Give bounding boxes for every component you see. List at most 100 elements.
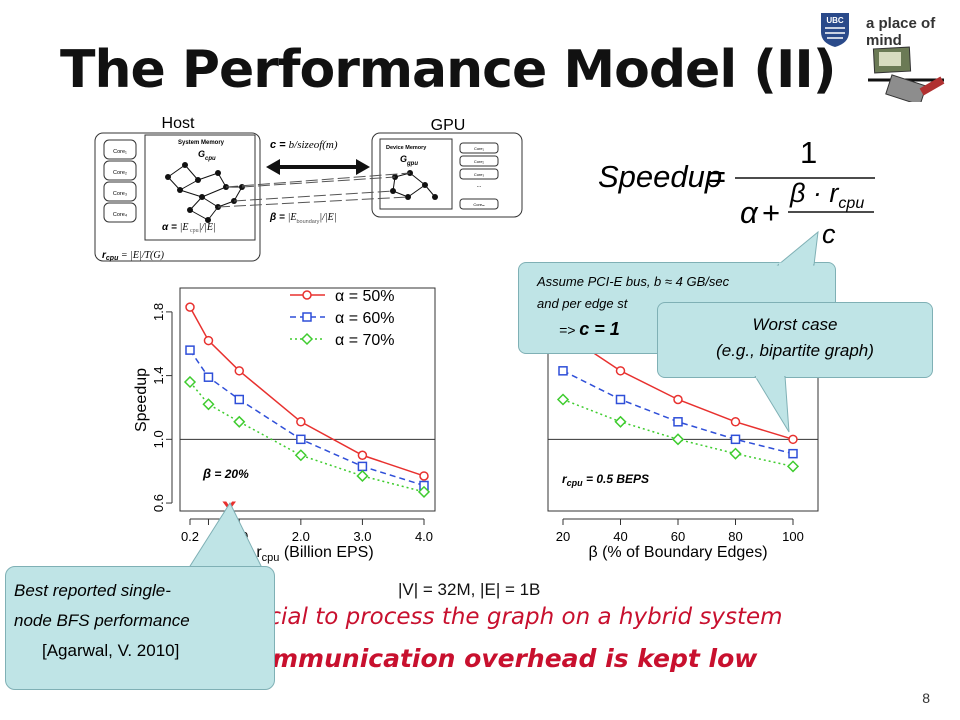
equation-alpha: α — [740, 195, 759, 230]
best-line-1: Best reported single- — [14, 581, 171, 600]
host-label: Host — [162, 115, 195, 132]
y-tick-label: 1.4 — [151, 367, 166, 385]
host-cores: Core₁ Core₂ Core₃ Core₄ — [103, 139, 137, 223]
c-formula: c = b/sizeof(m) — [270, 139, 338, 151]
callout-line-2: and per edge st — [537, 296, 628, 311]
plot-area — [180, 302, 435, 498]
data-point-s2-3 — [234, 394, 245, 405]
data-point-s3-2 — [614, 415, 627, 428]
gpu-label: GPU — [431, 117, 466, 134]
beta-formula: β = |Eboundary|/|E| — [269, 212, 337, 225]
equation-c: c — [822, 219, 836, 249]
x-tick-label: 3.0 — [353, 529, 371, 544]
data-point-s3-1 — [556, 393, 570, 406]
y-ticks: 0.6 1.0 1.4 1.8 — [151, 303, 173, 512]
legend-label-1: α = 50% — [335, 288, 395, 305]
equation-beta-r: β · rcpu — [789, 178, 864, 212]
data-point-s2-5 — [357, 461, 368, 472]
gpu-core-1: Core₁ — [474, 146, 485, 151]
beta-annotation: β = 20% — [202, 466, 249, 481]
data-point-s3-5 — [356, 469, 369, 483]
worst-case-pointer — [754, 376, 790, 433]
gpu-core-dots: ... — [476, 183, 481, 189]
equation-numerator: 1 — [800, 135, 817, 170]
data-point-s1-3 — [673, 394, 683, 405]
ubc-crest-icon: UBC — [821, 13, 849, 47]
y-axis-label: Speedup — [133, 368, 150, 432]
host-core-2: Core₂ — [113, 170, 127, 176]
legend: α = 50% α = 60% α = 70% — [290, 288, 395, 349]
x-axis-label: rcpu (Billion EPS) — [256, 544, 373, 564]
speedup-vs-rcpu-chart: Speedup rcpu (Billion EPS) 0.2 1.0 2.0 3.0 4… — [133, 287, 436, 564]
data-point-s2-2 — [615, 394, 626, 405]
data-point-s1-2 — [615, 366, 626, 376]
x-tick-label: 60 — [671, 529, 685, 544]
plot-frame — [179, 287, 436, 512]
data-point-s3-4 — [294, 449, 307, 462]
x-tick-label: 20 — [556, 529, 570, 544]
gpu-core-m: Coreₘ — [473, 202, 485, 207]
callout-line-1: Assume PCI-E bus, b ≈ 4 GB/sec — [537, 274, 730, 289]
speedup-equation: Speedup = 1 α + β · rcpu c — [598, 135, 875, 249]
data-point-s2-3 — [673, 417, 683, 427]
best-line-2: node BFS performance — [14, 611, 190, 630]
data-point-s1-3 — [234, 366, 245, 376]
data-point-s2-2 — [203, 372, 214, 382]
data-point-s3-3 — [671, 433, 685, 446]
x-ticks: 20 40 60 80 100 — [556, 518, 804, 544]
data-point-s1-5 — [357, 450, 368, 460]
data-point-s2-5 — [788, 448, 798, 459]
y-tick-label: 1.0 — [151, 430, 166, 448]
x-tick-label: 80 — [728, 529, 742, 544]
ubc-badge-text: UBC — [826, 16, 844, 25]
data-point-s3-2 — [202, 398, 215, 411]
data-point-s1-6 — [419, 471, 429, 481]
device-memory-label: Device Memory — [386, 145, 427, 151]
series-line-3 — [189, 381, 425, 493]
g-gpu-label: Ggpu — [400, 154, 418, 167]
data-point-s1-4 — [730, 417, 741, 427]
host-core-1: Core₁ — [113, 149, 127, 155]
x-tick-label: 2.0 — [292, 529, 310, 544]
rcpu-annotation: rcpu = 0.5 BEPS — [562, 472, 649, 488]
callout-line-3: => c = 1 — [559, 319, 620, 339]
architecture-diagram: Host Core₁ Core₂ Core₃ Core₄ System Memo… — [94, 115, 523, 262]
best-line-3: [Agarwal, V. 2010] — [42, 641, 180, 660]
cpu-chip-icon — [868, 46, 945, 102]
data-point-s2-1 — [558, 366, 568, 376]
worst-case-line-2: (e.g., bipartite graph) — [716, 341, 874, 360]
data-point-s2-1 — [185, 345, 195, 355]
equation-plus: + — [762, 195, 780, 230]
data-point-s3-1 — [183, 375, 197, 389]
x-tick-label: 100 — [782, 529, 804, 544]
conclusion-line-1: icial to process the graph on a hybrid s… — [262, 604, 783, 630]
x-tick-label: 40 — [613, 529, 627, 544]
worst-case-line-1: Worst case — [752, 315, 838, 334]
logo-tagline: a place of mind — [866, 15, 936, 49]
gpu-cores: Core₁ Core₂ Core₃ ... Coreₘ — [459, 142, 499, 210]
host-core-4: Core₄ — [113, 212, 128, 218]
worst-case-callout: Worst case (e.g., bipartite graph) — [657, 302, 933, 378]
best-reported-pointer — [184, 501, 266, 575]
callout-pointer — [776, 230, 819, 266]
series-line-1 — [189, 306, 425, 477]
slide-title: The Performance Model (II) — [60, 40, 836, 100]
transfer-arrow-icon — [266, 159, 370, 175]
y-tick-label: 0.6 — [151, 494, 166, 512]
host-core-3: Core₃ — [113, 191, 127, 197]
data-point-s2-4 — [296, 434, 306, 445]
graph-size-label: |V| = 32M, |E| = 1B — [398, 580, 541, 599]
y-tick-label: 1.8 — [151, 303, 166, 321]
data-point-s2-4 — [730, 434, 741, 445]
data-point-s1-5 — [788, 434, 798, 445]
g-cpu-label: Gcpu — [198, 149, 216, 162]
page-number: 8 — [922, 690, 930, 706]
boundary-edges — [217, 172, 411, 208]
x-tick-label: 0.2 — [181, 529, 199, 544]
legend-label-2: α = 60% — [335, 310, 395, 327]
gpu-core-2: Core₂ — [474, 159, 485, 164]
alpha-formula: α = |E cpu|/|E| — [162, 222, 216, 234]
gpu-core-3: Core₃ — [474, 172, 485, 177]
data-point-s3-4 — [729, 447, 742, 460]
data-point-s3-6 — [417, 485, 431, 498]
